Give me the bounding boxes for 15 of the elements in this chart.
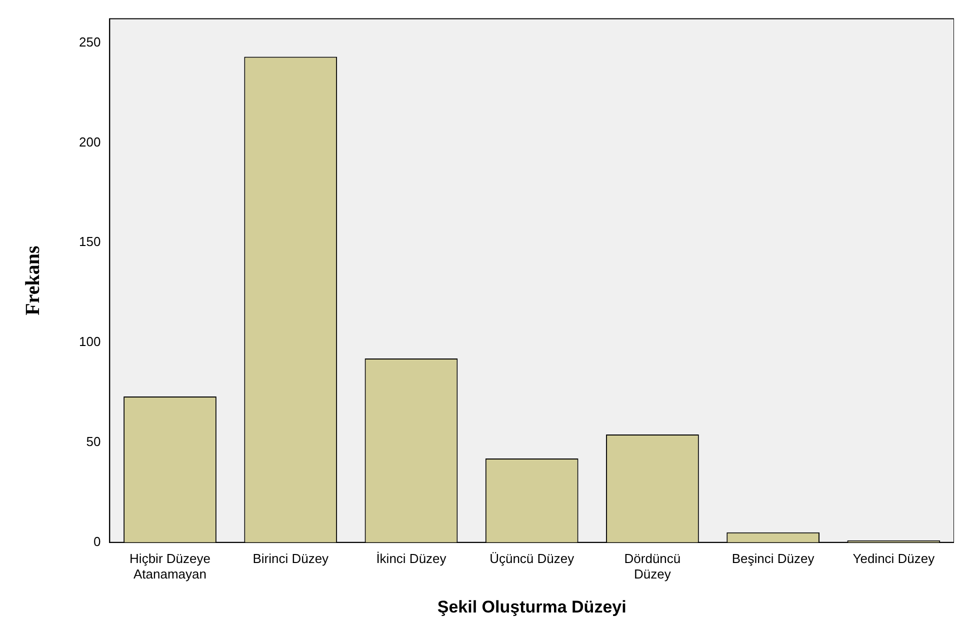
x-tick-label: Yedinci Düzey [852, 550, 936, 566]
x-tick-label: Beşinci Düzey [732, 550, 815, 566]
y-tick-label: 50 [86, 434, 101, 450]
y-tick-label: 0 [93, 534, 101, 549]
x-axis-title: Şekil Oluşturma Düzeyi [437, 597, 626, 616]
x-tick-label: Üçüncü Düzey [490, 550, 575, 566]
y-tick-label: 200 [78, 134, 101, 150]
y-tick-label: 150 [78, 234, 101, 250]
x-tick-label: Birinci Düzey [252, 550, 330, 566]
x-tick-label: Dördüncü Düzey [624, 550, 681, 582]
y-axis-title: Frekans [22, 246, 44, 316]
y-tick-label: 250 [78, 34, 101, 50]
x-tick-label: İkinci Düzey [376, 550, 447, 566]
y-tick-label: 100 [78, 334, 101, 350]
x-tick-label: Hiçbir Düzeye Atanamayan [130, 550, 210, 582]
